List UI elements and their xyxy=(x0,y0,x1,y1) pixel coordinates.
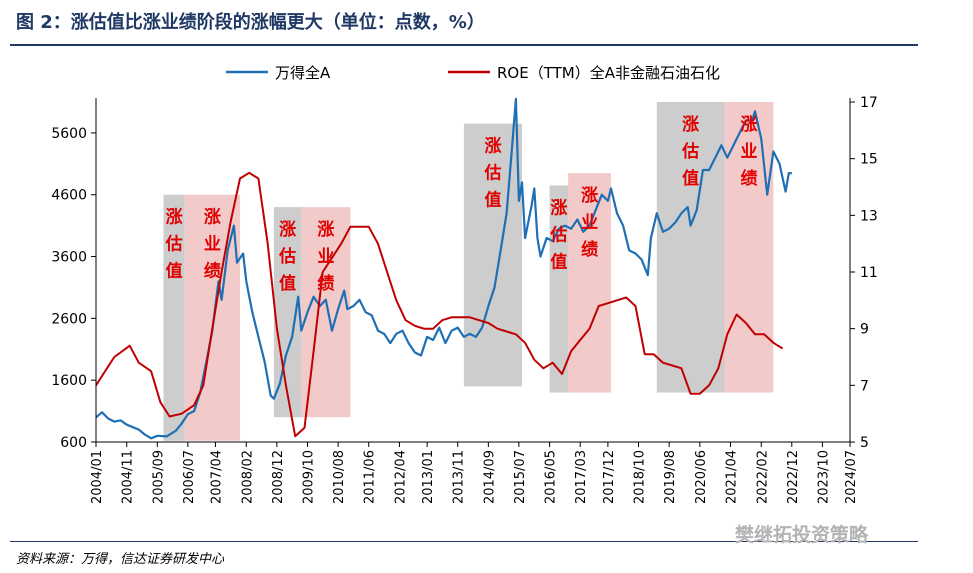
x-tick-label: 2012/04 xyxy=(393,450,408,504)
axes: 600 1600 2600 3600 4600 5600 5 7 9 11 13 15 17 2004/0… xyxy=(51,95,877,504)
shade-label-char: 值 xyxy=(484,190,501,211)
x-tick-label: 2016/05 xyxy=(544,450,559,504)
shade-label-char: 涨 xyxy=(279,220,296,240)
shade-label-char: 估 xyxy=(483,163,501,184)
shade-label-char: 涨 xyxy=(204,208,221,228)
shade-valuation-7 xyxy=(656,102,725,393)
shade-label-char: 值 xyxy=(682,168,699,189)
legend-label-wande: 万得全A xyxy=(275,64,331,82)
shade-label-char: 估 xyxy=(165,234,183,255)
shade-label-char: 绩 xyxy=(317,273,334,294)
shade-label-char: 估 xyxy=(549,224,567,245)
x-tick-label: 2022/12 xyxy=(786,450,801,504)
shade-label-char: 估 xyxy=(681,141,699,162)
x-tick-label: 2019/08 xyxy=(663,450,678,504)
legend-label-roe: ROE（TTM）全A非金融石油石化 xyxy=(497,64,720,82)
x-tick-label: 2013/11 xyxy=(452,450,467,504)
shade-earnings-6 xyxy=(568,173,612,393)
x-tick-label: 2008/02 xyxy=(240,450,255,504)
shade-label-char: 涨 xyxy=(682,115,699,135)
series-line-wande xyxy=(95,97,792,440)
y-left-tick-label: 5600 xyxy=(51,126,87,142)
x-tick-label: 2005/09 xyxy=(151,450,166,504)
x-tick-label: 2022/02 xyxy=(755,450,770,504)
x-tick-label: 2011/06 xyxy=(363,450,378,504)
shade-label-char: 绩 xyxy=(740,168,757,189)
x-tick-label: 2023/10 xyxy=(816,450,831,504)
shade-label-char: 涨 xyxy=(484,137,501,157)
source-note: 资料来源：万得，信达证券研发中心 xyxy=(16,552,225,567)
watermark-text: 樊继拓投资策略 xyxy=(735,524,869,546)
y-right-tick-label: 5 xyxy=(860,435,869,451)
x-tick-label: 2015/07 xyxy=(513,450,528,504)
shade-label-char: 绩 xyxy=(204,261,221,282)
shade-valuation-0 xyxy=(163,194,185,441)
shade-label-char: 涨 xyxy=(581,186,598,206)
x-tick-label: 2017/12 xyxy=(602,450,617,504)
shade-label-char: 涨 xyxy=(317,220,334,240)
y-right-tick-label: 15 xyxy=(860,152,878,168)
shade-label-char: 绩 xyxy=(581,239,598,260)
series-lines xyxy=(95,97,792,440)
series-line-roe xyxy=(95,171,784,438)
x-tick-label: 2009/10 xyxy=(301,450,316,504)
x-tick-label: 2021/04 xyxy=(724,450,739,504)
shaded-periods xyxy=(163,102,774,441)
title-divider xyxy=(10,44,918,46)
shade-label-char: 涨 xyxy=(550,198,567,218)
x-tick-label: 2024/07 xyxy=(844,450,859,504)
y-right-tick-label: 13 xyxy=(860,208,878,224)
shade-label-char: 业 xyxy=(740,142,757,162)
x-tick-label: 2013/01 xyxy=(421,450,436,504)
y-right-tick-label: 17 xyxy=(860,95,878,111)
shade-label-char: 值 xyxy=(550,251,567,272)
y-right-tick-label: 7 xyxy=(860,378,869,394)
x-tick-label: 2014/09 xyxy=(482,450,497,504)
y-left-tick-label: 3600 xyxy=(51,250,87,266)
y-left-tick-label: 2600 xyxy=(51,311,87,327)
shade-label-char: 估 xyxy=(278,246,296,267)
y-left-tick-label: 1600 xyxy=(51,373,87,389)
x-tick-label: 2008/12 xyxy=(271,450,286,504)
x-tick-label: 2020/06 xyxy=(694,450,709,504)
x-tick-label: 2010/08 xyxy=(332,450,347,504)
legend: 万得全A ROE（TTM）全A非金融石油石化 xyxy=(226,64,720,82)
y-left-tick-label: 4600 xyxy=(51,188,87,204)
x-tick-label: 2007/04 xyxy=(209,450,224,504)
chart-title: 图 2：涨估值比涨业绩阶段的涨幅更大（单位：点数，%） xyxy=(16,12,485,33)
shade-label-char: 涨 xyxy=(740,115,757,135)
y-right-tick-label: 11 xyxy=(860,265,878,281)
shade-label-char: 业 xyxy=(317,247,334,267)
shade-label-char: 值 xyxy=(279,273,296,294)
x-tick-label: 2017/03 xyxy=(574,450,589,504)
x-tick-label: 2006/07 xyxy=(182,450,197,504)
y-left-tick-label: 600 xyxy=(60,435,87,451)
x-tick-label: 2004/11 xyxy=(121,450,136,504)
shade-label-char: 值 xyxy=(166,261,183,282)
shade-label-char: 业 xyxy=(581,213,598,233)
x-tick-label: 2004/01 xyxy=(90,450,105,504)
shade-earnings-8 xyxy=(724,102,774,393)
footer-divider xyxy=(10,541,918,542)
shade-label-char: 业 xyxy=(204,235,221,255)
shade-label-char: 涨 xyxy=(166,208,183,228)
shade-valuation-4 xyxy=(463,123,522,387)
x-tick-label: 2018/10 xyxy=(633,450,648,504)
y-right-tick-label: 9 xyxy=(860,322,869,338)
